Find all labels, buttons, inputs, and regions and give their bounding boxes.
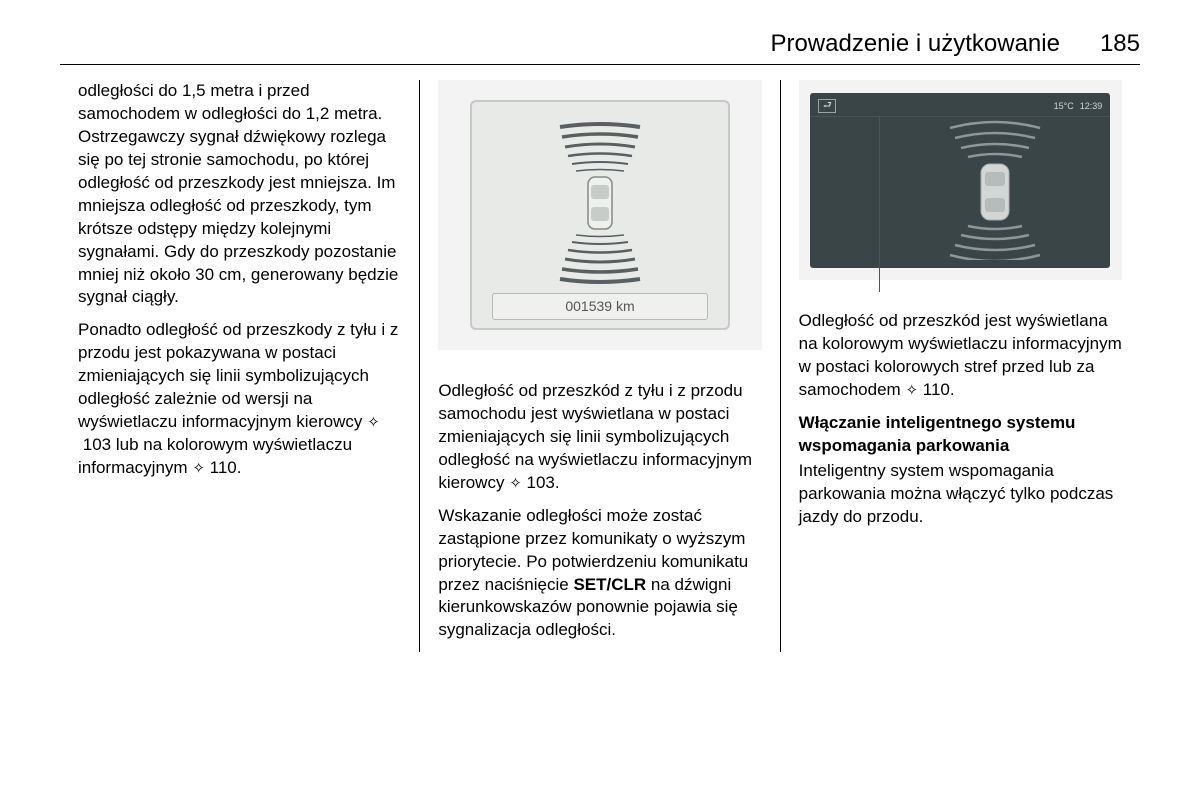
text-span: . bbox=[950, 380, 955, 399]
time-reading: 12:39 bbox=[1080, 100, 1103, 112]
col2-paragraph-1: Odległość od przeszkód z tyłu i z przodu… bbox=[438, 380, 761, 495]
col3-paragraph-2: Inteligentny system wspomagania parkowan… bbox=[799, 460, 1122, 529]
car-sensor-color-icon bbox=[915, 120, 1075, 260]
color-info-display: ⮐ 15°C 12:39 bbox=[810, 93, 1110, 268]
color-display-statusbar: ⮐ 15°C 12:39 bbox=[810, 97, 1110, 117]
cross-reference: ✧ 110 bbox=[905, 380, 949, 399]
color-display-sidebar bbox=[810, 117, 880, 292]
odometer-reading: 001539 km bbox=[492, 293, 708, 320]
col3-paragraph-1: Odległość od przeszkód jest wyświetlana … bbox=[799, 310, 1122, 402]
text-span: . bbox=[555, 473, 560, 492]
col3-heading: Włączanie inteligentnego systemu wspomag… bbox=[799, 412, 1122, 458]
text-span: Odległość od przeszkód jest wyświetlana … bbox=[799, 311, 1122, 399]
xref-arrow-icon: ✧ bbox=[905, 381, 918, 401]
temperature-reading: 15°C bbox=[1054, 100, 1074, 112]
cross-reference: ✧ 110 bbox=[192, 458, 236, 477]
text-span: Ponadto odległość od przeszkody z tyłu i… bbox=[78, 320, 398, 431]
cross-reference: ✧ 103 bbox=[509, 473, 555, 492]
figure-driver-display: 001539 km bbox=[438, 80, 761, 350]
xref-arrow-icon: ✧ bbox=[192, 459, 205, 479]
column-3: ⮐ 15°C 12:39 bbox=[781, 80, 1140, 652]
xref-arrow-icon: ✧ bbox=[509, 474, 522, 494]
xref-page: 103 bbox=[83, 435, 111, 454]
car-sensor-icon bbox=[530, 117, 670, 287]
text-span: . bbox=[237, 458, 242, 477]
color-display-main-area bbox=[880, 93, 1110, 268]
driver-display-box: 001539 km bbox=[470, 100, 730, 330]
figure-color-display: ⮐ 15°C 12:39 bbox=[799, 80, 1122, 280]
section-title: Prowadzenie i użytkowanie bbox=[770, 30, 1060, 58]
col1-paragraph-1: odległości do 1,5 metra i przed samochod… bbox=[78, 80, 401, 309]
sensor-graphic bbox=[480, 110, 720, 293]
xref-page: 103 bbox=[527, 473, 555, 492]
status-right: 15°C 12:39 bbox=[1054, 100, 1103, 112]
xref-page: 110 bbox=[210, 458, 237, 477]
col2-paragraph-2: Wskazanie odległości może zostać zastąpi… bbox=[438, 505, 761, 643]
text-span: Odległość od przeszkód z tyłu i z przodu… bbox=[438, 381, 752, 492]
xref-arrow-icon: ✧ bbox=[367, 413, 380, 433]
xref-page: 110 bbox=[923, 380, 950, 399]
page-header: Prowadzenie i użytkowanie 185 bbox=[60, 30, 1140, 65]
column-1: odległości do 1,5 metra i przed samochod… bbox=[60, 80, 420, 652]
content-columns: odległości do 1,5 metra i przed samochod… bbox=[60, 80, 1140, 652]
col1-paragraph-2: Ponadto odległość od przeszkody z tyłu i… bbox=[78, 319, 401, 480]
column-2: 001539 km Odległość od przeszkód z tyłu … bbox=[420, 80, 780, 652]
set-clr-label: SET/CLR bbox=[573, 575, 646, 594]
back-arrow-icon: ⮐ bbox=[818, 99, 836, 113]
page-number: 185 bbox=[1100, 30, 1140, 58]
